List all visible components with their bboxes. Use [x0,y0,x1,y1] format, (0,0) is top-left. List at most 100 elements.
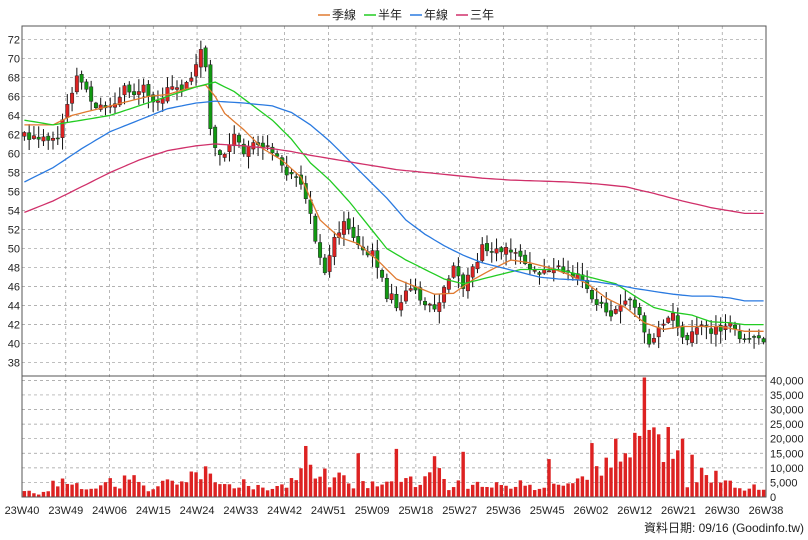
volume-bar [561,485,566,497]
volume-bar [752,484,756,497]
candle-body [132,91,137,95]
volume-bar [32,493,36,497]
candle-body [680,325,685,338]
candle-body [237,135,241,143]
legend-label-three-year-ma: 三年 [470,8,494,22]
candle-body [523,254,528,264]
volume-bar [137,481,141,497]
volume-bar [699,467,704,497]
volume-bar [27,490,31,497]
volume-bar [65,483,70,497]
volume-bar [294,480,298,497]
candle-body [232,133,237,147]
candle-body [84,81,89,90]
candle-body [403,290,408,302]
volume-bar [714,470,718,497]
price-tick-label: 66 [8,91,20,103]
volume-bar [389,481,394,497]
candle-body [685,335,690,341]
volume-bar [308,464,313,497]
candle-body [594,299,599,305]
candle-body [89,86,94,102]
candle-body [437,302,442,312]
volume-bar [580,476,585,497]
candle-body [384,278,389,299]
volume-bar [146,491,151,497]
candle-body [227,144,232,152]
volume-bar [175,484,179,497]
volume-bar [604,457,608,497]
candle-body [527,263,532,269]
candle-body [194,64,199,77]
candle-body [117,97,122,106]
volume-bar [299,468,303,497]
volume-bar [356,453,360,497]
candle-body [36,136,41,140]
volume-bar [323,468,327,497]
volume-bar [284,487,289,497]
price-tick-label: 40 [8,339,20,351]
time-tick-label: 24W42 [267,505,302,517]
price-tick-label: 44 [8,301,20,313]
volume-bar [437,468,442,497]
legend-label-year-ma: 年線 [424,7,448,22]
candle-body [480,244,485,261]
candle-body [709,328,714,334]
volume-bar [36,494,41,497]
volume-bar [122,475,127,497]
candle-body [341,221,346,235]
candle-body [756,335,761,339]
candle-body [475,261,480,270]
volume-bar [742,490,747,497]
candle-body [532,270,537,272]
volume-bar [337,472,341,497]
volume-bar [304,445,308,497]
ma-line [24,81,764,326]
volume-bar [504,485,508,497]
volume-bar [242,479,246,497]
candle-body [79,74,84,83]
volume-bar [289,478,294,497]
volume-bar [757,489,761,497]
volume-bar [690,454,694,497]
candle-body [93,102,98,108]
volume-bar [180,481,184,497]
legend-item-quarter-ma: 季線 [318,7,356,22]
volume-bar [103,482,108,497]
volume-bar [75,483,79,497]
volume-bar [246,485,251,497]
candle-body [537,272,542,275]
candle-body [699,324,704,327]
volume-tick-label: 40,000 [770,375,804,387]
time-tick-label: 25W36 [486,505,521,517]
candle-body [155,100,160,103]
candle-body [628,298,633,301]
volume-bar [237,487,241,497]
price-tick-label: 56 [8,186,20,198]
price-axis-ticks: 38 40 42 44 46 48 50 52 54 56 58 60 62 64 66 68 70 72 [8,34,20,369]
volume-bar [413,487,418,497]
candle-body [289,172,294,175]
volume-bar [523,485,527,497]
candle-body [661,323,666,326]
candle-body [423,301,427,306]
candle-body [136,91,141,95]
candle-body [623,300,628,305]
candle-body [666,317,671,323]
candle-body [74,75,79,93]
volume-tick-label: 15,000 [770,448,804,460]
volume-bar [566,483,570,497]
candle-body [494,248,499,254]
candle-body [427,303,432,306]
candle-body [499,247,504,253]
volume-axis-ticks: 0 5,000 10,000 15,000 20,000 25,000 30,000 35,0… [770,375,804,504]
candle-body [446,278,451,290]
candle-body [394,293,399,309]
candle-body [346,218,351,230]
candle-body [604,302,609,313]
candle-body [399,302,404,311]
volume-bar [399,481,403,497]
candle-body [504,247,509,255]
candle-body [189,77,194,82]
